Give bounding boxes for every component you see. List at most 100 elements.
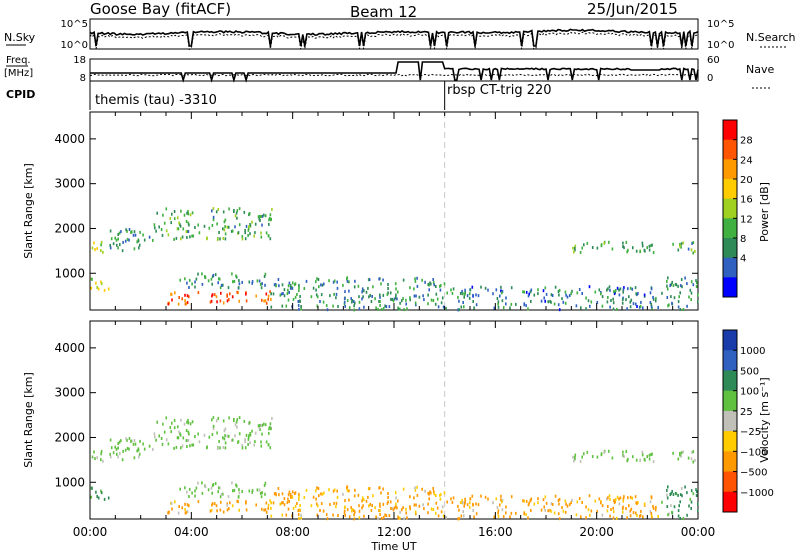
- power-cell: [287, 284, 290, 288]
- velocity-cell: [191, 443, 193, 447]
- velocity-cell: [357, 493, 360, 497]
- power-cell: [409, 286, 411, 290]
- power-cell: [267, 294, 270, 298]
- velocity-cell: [464, 501, 466, 505]
- velocity-cell: [222, 436, 224, 440]
- power-cell: [248, 212, 251, 215]
- power-cell: [622, 290, 624, 294]
- power-cell: [270, 297, 272, 301]
- velocity-cell: [629, 495, 632, 499]
- power-cell: [367, 286, 369, 290]
- power-cell: [336, 286, 339, 290]
- power-cell: [416, 276, 418, 280]
- velocity-cell: [413, 503, 416, 507]
- power-cell: [132, 233, 135, 237]
- velocity-cell: [343, 506, 346, 510]
- velocity-cell: [469, 497, 472, 501]
- velocity-cell: [401, 508, 403, 512]
- power-cell: [241, 280, 243, 284]
- velocity-cell: [232, 489, 234, 493]
- power-cell: [184, 299, 186, 303]
- power-cell: [298, 307, 300, 311]
- freq-left-unit: [MHz]: [4, 68, 33, 79]
- power-cell: [118, 231, 121, 235]
- power-cell: [298, 283, 300, 287]
- power-cell: [572, 246, 574, 250]
- power-cell: [509, 306, 511, 310]
- velocity-cell: [690, 457, 693, 461]
- power-cell: [131, 230, 133, 234]
- power-cell: [138, 246, 140, 250]
- power-cell: [220, 291, 222, 295]
- power-cell: [300, 305, 302, 308]
- power-cell: [568, 294, 571, 298]
- power-cell: [406, 307, 408, 311]
- power-cell: [171, 212, 173, 216]
- velocity-cell: [263, 422, 265, 426]
- velocity-cell: [315, 502, 318, 506]
- power-cell: [204, 276, 207, 280]
- velocity-cell: [271, 416, 273, 420]
- velocity-cell: [270, 501, 272, 505]
- power-cell: [215, 210, 218, 214]
- velocity-cell: [469, 501, 471, 505]
- power-cell: [358, 300, 361, 304]
- velocity-cell: [236, 418, 239, 422]
- power-cell: [254, 231, 256, 235]
- power-cell: [163, 221, 166, 225]
- colorbar-segment: [723, 491, 737, 513]
- velocity-cell: [261, 491, 263, 495]
- power-cell: [267, 297, 269, 301]
- velocity-cell: [650, 514, 653, 518]
- power-cell: [379, 300, 381, 304]
- power-cell: [261, 282, 263, 286]
- velocity-cell: [278, 493, 280, 497]
- power-cell: [184, 302, 187, 306]
- velocity-cell: [233, 488, 236, 492]
- velocity-time-ticks: [89, 321, 699, 519]
- power-cell: [317, 278, 320, 281]
- velocity-cell: [139, 439, 141, 443]
- power-cell: [270, 218, 272, 222]
- velocity-cell: [436, 506, 439, 510]
- power-cell: [472, 300, 474, 303]
- velocity-cell: [167, 442, 170, 446]
- power-cell: [320, 283, 322, 287]
- power-cell: [576, 291, 579, 295]
- velocity-cell: [680, 451, 683, 455]
- velocity-cell: [379, 504, 381, 508]
- velocity-cell: [492, 501, 494, 505]
- power-cell: [228, 207, 230, 211]
- power-cell: [353, 308, 356, 312]
- power-cell: [109, 243, 111, 247]
- velocity-cell: [608, 449, 610, 453]
- velocity-cell: [405, 511, 407, 515]
- velocity-cell: [472, 509, 474, 512]
- velocity-cell: [316, 513, 319, 517]
- velocity-cell: [155, 438, 157, 442]
- velocity-cell: [118, 440, 121, 444]
- power-cell: [124, 239, 127, 243]
- colorbar-segment: [723, 179, 737, 200]
- power-cell: [320, 293, 323, 297]
- range-tick-label: 4000: [54, 132, 85, 146]
- velocity-cell: [571, 498, 573, 502]
- colorbar-segment: [723, 390, 737, 412]
- velocity-cell: [247, 437, 250, 441]
- power-cell: [143, 238, 146, 242]
- power-cell: [275, 284, 277, 288]
- velocity-cell: [654, 508, 657, 512]
- power-cell: [501, 291, 503, 295]
- velocity-cell: [215, 419, 218, 423]
- velocity-cell: [197, 481, 199, 485]
- power-cell: [148, 235, 151, 239]
- power-cell: [247, 227, 250, 230]
- power-cell: [679, 284, 682, 288]
- power-cell: [155, 229, 157, 233]
- velocity-cell: [171, 421, 173, 425]
- velocity-cell: [621, 507, 624, 511]
- power-cell: [222, 227, 224, 231]
- velocity-cell: [217, 416, 220, 420]
- power-cell: [397, 290, 399, 294]
- power-cell: [358, 295, 360, 299]
